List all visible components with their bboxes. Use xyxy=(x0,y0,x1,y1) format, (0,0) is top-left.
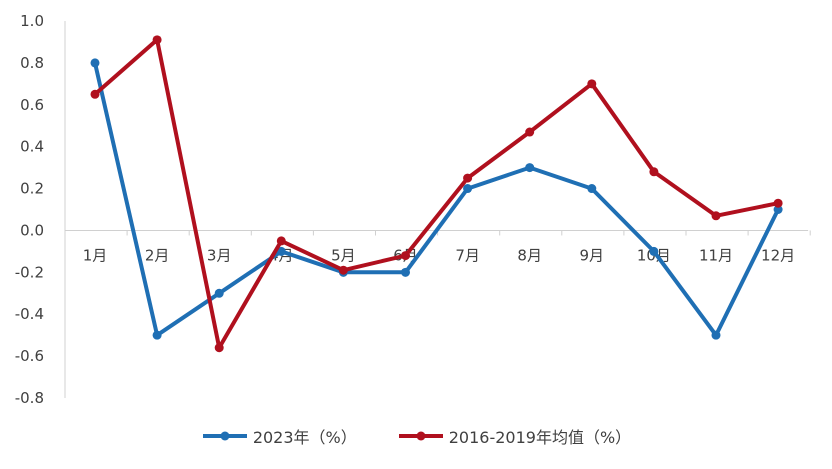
series-line-1 xyxy=(93,60,781,338)
x-tick-label: 12月 xyxy=(761,246,795,264)
series-line-2 xyxy=(93,37,781,350)
data-point-series-1 xyxy=(773,205,783,214)
data-point-series-2 xyxy=(463,173,473,183)
legend-item-2023: 2023年（%） xyxy=(201,424,357,448)
legend-item-avg: 2016-2019年均值（%） xyxy=(397,424,631,448)
data-point-series-1 xyxy=(90,58,100,68)
legend-label-avg: 2016-2019年均值（%） xyxy=(448,428,632,447)
y-tick-label: -0.2 xyxy=(15,263,44,281)
data-point-series-2 xyxy=(214,343,224,353)
y-tick-label: -0.8 xyxy=(15,389,44,407)
data-point-series-1 xyxy=(276,246,286,256)
data-point-series-1 xyxy=(525,163,535,173)
x-tick-label: 5月 xyxy=(331,246,356,264)
data-point-series-2 xyxy=(711,211,721,221)
x-tick-label: 2月 xyxy=(145,246,170,264)
data-point-series-1 xyxy=(711,330,721,340)
data-point-series-2 xyxy=(649,167,659,177)
data-point-series-1 xyxy=(587,184,597,194)
data-point-series-2 xyxy=(276,236,286,246)
data-point-series-1 xyxy=(152,330,162,340)
y-tick-label: 0.6 xyxy=(20,96,44,114)
x-tick-label: 8月 xyxy=(517,246,542,264)
data-point-series-2 xyxy=(587,79,597,89)
legend-swatch-2023 xyxy=(202,431,247,441)
y-tick-label: -0.4 xyxy=(15,305,44,323)
y-tick-label: 1.0 xyxy=(20,12,44,30)
data-point-series-2 xyxy=(152,35,162,45)
x-tick-label: 7月 xyxy=(455,246,480,264)
legend-swatch-avg xyxy=(398,431,443,441)
data-point-series-2 xyxy=(90,89,100,99)
y-tick-label: 0.0 xyxy=(20,221,44,239)
data-point-series-2 xyxy=(338,265,348,275)
data-point-series-2 xyxy=(401,251,410,261)
y-tick-label: -0.6 xyxy=(15,347,44,365)
x-tick-label: 1月 xyxy=(83,246,108,264)
legend: 2023年（%） 2016-2019年均值（%） xyxy=(0,424,832,448)
x-tick-label: 9月 xyxy=(580,246,605,264)
data-point-series-2 xyxy=(773,198,783,208)
y-tick-label: 0.4 xyxy=(20,138,44,156)
x-tick-label: 11月 xyxy=(699,246,733,264)
data-point-series-1 xyxy=(214,288,224,298)
data-point-series-2 xyxy=(525,127,535,137)
legend-label-2023: 2023年（%） xyxy=(252,428,357,447)
y-tick-label: 0.2 xyxy=(20,180,44,198)
data-point-series-1 xyxy=(463,184,473,194)
data-point-series-1 xyxy=(649,246,659,256)
x-tick-label: 3月 xyxy=(207,246,232,264)
data-point-series-1 xyxy=(401,267,410,277)
y-tick-label: 0.8 xyxy=(20,54,44,72)
